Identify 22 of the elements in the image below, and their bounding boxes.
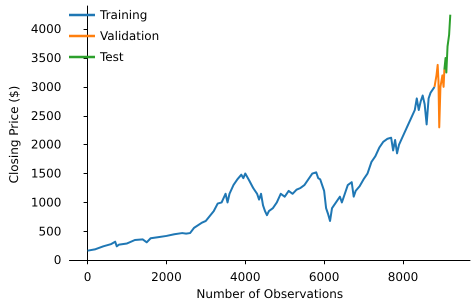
x-tick-label: 2000	[151, 270, 182, 284]
y-tick-label: 0	[54, 253, 62, 268]
x-tick-label: 6000	[308, 270, 340, 284]
y-tick-label: 2500	[30, 108, 62, 123]
y-tick-label: 500	[38, 224, 62, 238]
y-tick-label: 2000	[30, 138, 62, 152]
x-axis-title: Number of Observations	[196, 287, 344, 301]
y-tick-label: 3000	[30, 80, 62, 94]
y-tick-label: 4000	[30, 22, 62, 36]
y-axis-title: Closing Price ($)	[7, 86, 21, 184]
line-series	[443, 14, 452, 74]
line-series	[86, 86, 436, 252]
x-tick-label: 0	[84, 270, 92, 284]
y-tick-label: 3500	[30, 51, 62, 65]
x-tick-label: 4000	[230, 270, 261, 284]
y-tick-label: 1500	[30, 166, 62, 181]
y-tick-label: 1000	[30, 195, 62, 210]
legend-label: Training	[99, 8, 148, 22]
legend-label: Test	[99, 50, 124, 64]
x-tick-label: 8000	[388, 270, 418, 284]
legend-label: Validation	[100, 29, 160, 43]
line-series	[434, 64, 446, 128]
